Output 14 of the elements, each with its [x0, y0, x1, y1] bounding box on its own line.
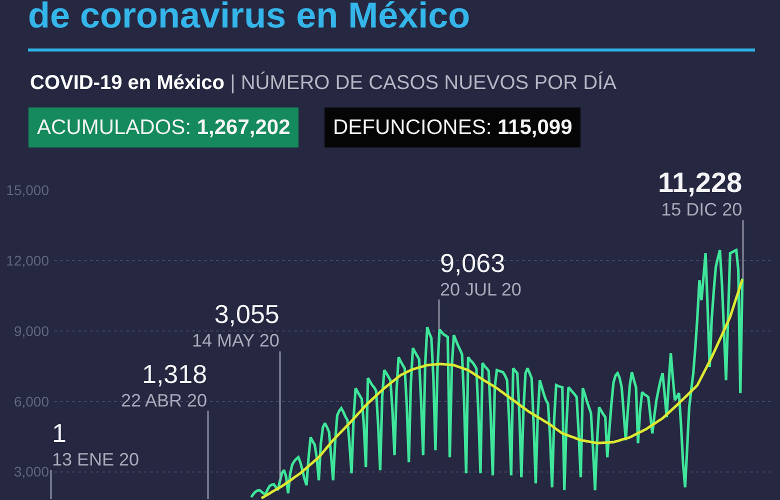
annotation: 11,228 15 DIC 20 [658, 167, 742, 220]
text: DEFUNCIONES: 115,099 [333, 116, 572, 139]
y-tick-label: 12,000 [6, 252, 50, 268]
y-tick-label: 3,000 [14, 464, 50, 480]
text: 1,318 22 ABR 20 [121, 359, 208, 410]
annotation: 9,063 20 JUL 20 [440, 248, 522, 300]
y-tick-label: 15,000 [6, 182, 50, 198]
chart-title: de coronavirus en México [28, 0, 470, 36]
annotation: 3,055 14 MAY 20 [192, 299, 280, 350]
text: ACUMULADOS: 1,267,202 [37, 116, 290, 139]
chart-subtitle: COVID-19 en México | NÚMERO DE CASOS NUEVOS POR DÍA [30, 71, 618, 94]
y-tick-label: 6,000 [14, 393, 50, 410]
text: 1 13 ENE 20 [52, 418, 140, 470]
y-tick-label: 9,000 [14, 322, 50, 339]
